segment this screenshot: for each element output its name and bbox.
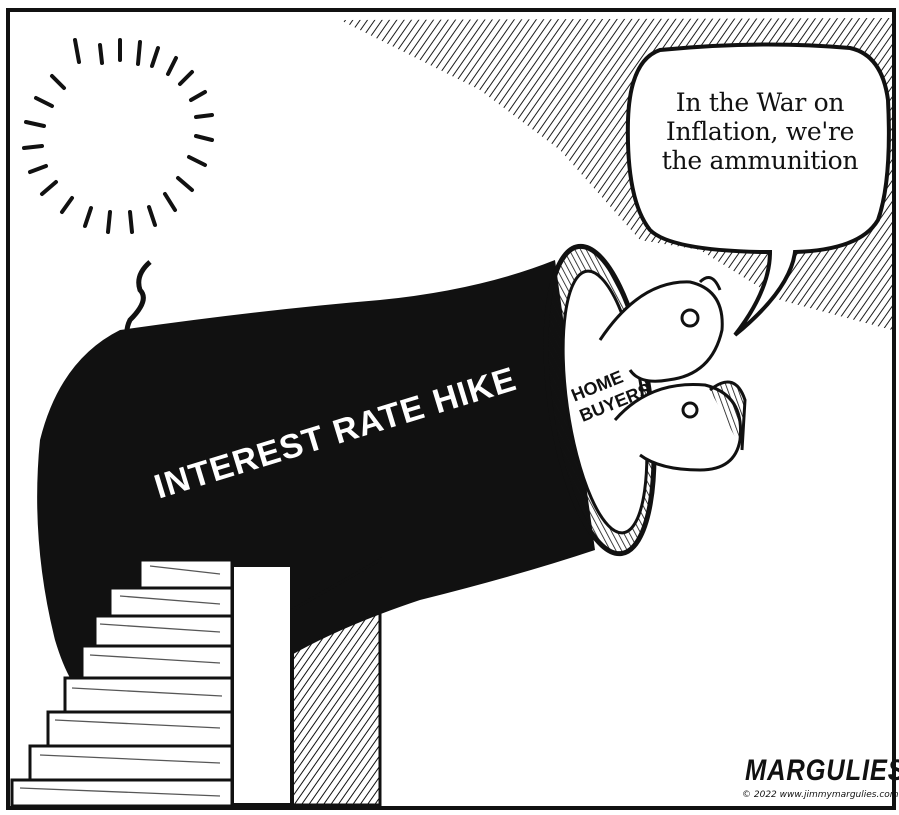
stairs (10, 558, 234, 808)
support-side (290, 557, 382, 807)
wooden-support (230, 563, 294, 807)
artist-signature: MARGULIES (745, 754, 899, 787)
speech-line-1: In the War on (675, 88, 845, 117)
speech-line-2: Inflation, we're (665, 117, 855, 146)
copyright-notice: © 2022 www.jimmymargulies.com (742, 790, 899, 800)
speech-bubble (625, 42, 891, 337)
stair-hatching (19, 565, 223, 797)
home-buyers-figures (598, 276, 747, 472)
speech-line-3: the ammunition (661, 146, 859, 175)
sun-icon (22, 38, 214, 234)
speech-bubble-text: In the War on Inflation, we're the ammun… (640, 88, 880, 175)
